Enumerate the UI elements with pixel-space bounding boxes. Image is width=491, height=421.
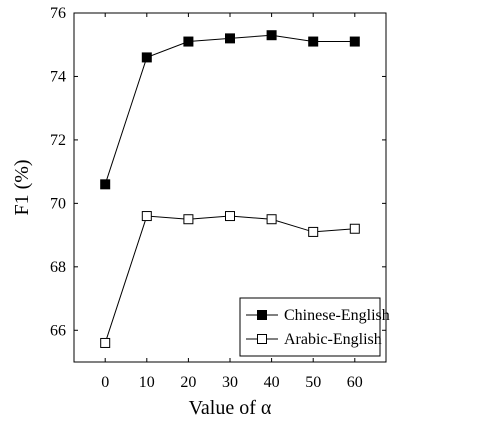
legend-marker [257, 334, 267, 344]
y-axis-title: F1 (%) [11, 159, 33, 215]
x-tick-label: 10 [139, 374, 155, 391]
y-tick-label: 70 [50, 195, 66, 212]
data-point-marker [308, 226, 319, 237]
series-layer [100, 30, 360, 348]
legend-entries: Chinese-English Arabic-English [246, 307, 390, 348]
series-arabic-english [100, 211, 360, 348]
data-point-marker [349, 36, 360, 47]
data-point-marker [225, 33, 235, 44]
legend-label: Chinese-English [284, 307, 390, 324]
data-point-marker [225, 211, 235, 222]
data-point-marker [100, 179, 111, 190]
plot-area-frame [73, 12, 387, 363]
x-tick-label: 40 [264, 374, 280, 391]
x-tick-label: 20 [180, 374, 196, 391]
series-chinese-english [100, 30, 360, 190]
y-tick-label: 68 [50, 259, 66, 276]
data-point-marker [141, 52, 152, 63]
y-tick-label: 76 [50, 5, 66, 22]
legend-marker [257, 310, 267, 320]
y-tick-label: 72 [50, 132, 66, 149]
data-point-marker [141, 211, 152, 222]
y-tick-label: 66 [50, 322, 66, 339]
x-tick-label: 50 [305, 374, 321, 391]
data-point-marker [308, 36, 319, 47]
legend-box [239, 297, 381, 357]
x-tick-label: 0 [101, 374, 109, 391]
y-tick-label: 74 [50, 68, 66, 85]
data-point-marker [266, 214, 277, 225]
ticks-layer: 0 10 20 30 40 50 60 66 68 70 72 74 76 [50, 5, 386, 391]
legend: Chinese-English Arabic-English [239, 297, 390, 357]
legend-label: Arabic-English [284, 331, 382, 348]
x-tick-label: 60 [347, 374, 363, 391]
data-point-marker [100, 337, 111, 348]
data-point-marker [349, 223, 360, 234]
data-point-marker [266, 30, 277, 41]
data-point-marker [183, 214, 194, 225]
x-tick-label: 30 [222, 374, 238, 391]
data-point-marker [183, 36, 194, 47]
x-axis-title: Value of α [189, 397, 272, 419]
